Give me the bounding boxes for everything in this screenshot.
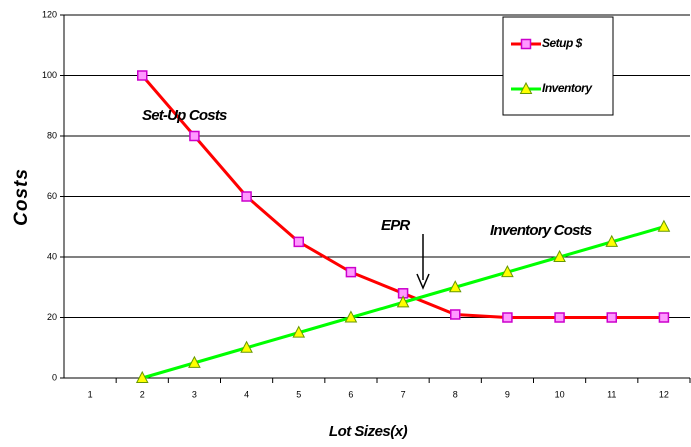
series <box>135 219 671 383</box>
y-axis-title: Costs <box>11 168 32 226</box>
x-tick-label: 1 <box>88 389 93 399</box>
y-tick-label: 80 <box>47 130 57 140</box>
series <box>137 70 670 323</box>
x-tick-label: 4 <box>244 389 249 399</box>
annotation: EPR <box>381 217 410 234</box>
x-tick-label: 12 <box>659 389 669 399</box>
x-tick-label: 6 <box>348 389 353 399</box>
data-marker <box>241 191 252 202</box>
annotation-arrowhead <box>416 273 430 290</box>
data-marker <box>240 340 253 353</box>
legend-symbol <box>519 81 533 94</box>
data-marker <box>553 249 566 262</box>
data-marker <box>396 295 410 308</box>
y-tick-label: 0 <box>52 372 57 382</box>
annotation: Set-Up Costs <box>142 107 227 124</box>
legend-marker <box>520 38 532 50</box>
data-marker <box>501 265 514 278</box>
data-marker <box>658 312 670 323</box>
legend-marker <box>519 81 533 94</box>
x-tick-label: 5 <box>296 389 301 399</box>
y-tick-label: 60 <box>47 191 57 201</box>
data-marker <box>292 325 306 338</box>
data-marker <box>606 312 617 323</box>
data-marker <box>345 266 357 278</box>
y-tick-label: 20 <box>47 312 57 322</box>
y-tick-label: 40 <box>47 251 57 261</box>
data-marker <box>450 309 461 320</box>
data-marker <box>137 70 148 81</box>
data-marker <box>502 312 513 323</box>
annotation: Inventory Costs <box>490 222 592 239</box>
x-tick-label: 8 <box>453 389 458 399</box>
legend-label: Inventory <box>542 81 593 95</box>
x-axis-title: Lot Sizes(x) <box>329 423 408 440</box>
data-marker <box>657 219 671 232</box>
x-tick-label: 9 <box>505 389 510 399</box>
x-tick-label: 3 <box>192 389 197 399</box>
data-marker <box>188 355 201 368</box>
data-marker <box>448 280 462 293</box>
data-marker <box>293 236 304 248</box>
legend-label: Setup $ <box>542 36 583 50</box>
data-marker <box>189 130 200 142</box>
x-tick-label: 11 <box>607 389 616 399</box>
data-marker <box>344 310 358 323</box>
x-tick-label: 2 <box>140 389 145 399</box>
data-marker <box>554 312 565 323</box>
x-tick-label: 10 <box>555 389 565 399</box>
data-marker <box>135 370 149 383</box>
x-tick-label: 7 <box>401 389 406 399</box>
y-tick-label: 100 <box>42 70 57 80</box>
data-marker <box>605 234 619 247</box>
y-tick-label: 120 <box>42 9 57 19</box>
legend-box <box>502 16 614 116</box>
legend-symbol <box>520 38 532 50</box>
